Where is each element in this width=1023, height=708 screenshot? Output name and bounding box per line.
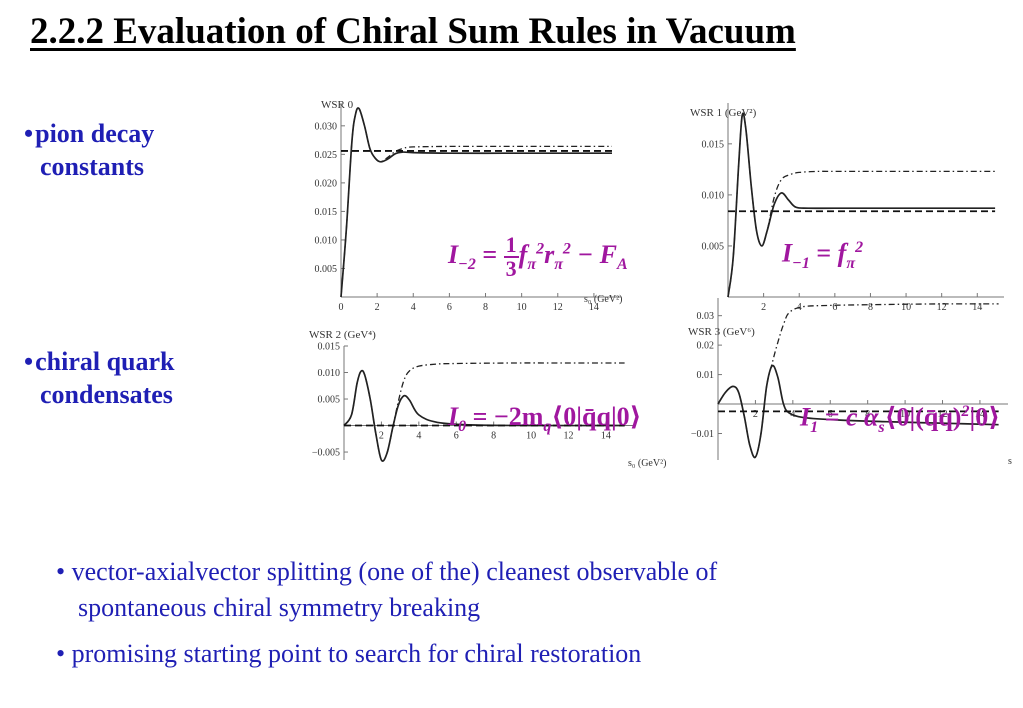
x-tick-label: 2 [379,431,384,442]
x-tick-label: 2 [375,302,380,313]
y-tick-label: 0.02 [697,341,715,352]
bullet-chiral-quark-condensates: •chiral quark condensates [24,345,175,411]
x-tick-label: 10 [517,302,527,313]
x-tick-label: 4 [411,302,416,313]
y-tick-label: 0.015 [702,139,725,150]
y-tick-label: 0.005 [315,264,338,275]
formula-wsr1: I−1 = fπ2 [782,238,864,272]
chart-title: WSR 2 (GeV⁴) [309,329,376,341]
x-tick-label: 8 [865,409,870,420]
chart-title: WSR 1 (GeV²) [690,107,757,119]
y-tick-label: −0.01 [691,429,714,440]
y-tick-label: 0.03 [697,311,715,322]
y-tick-label: 0.030 [315,121,338,132]
note-splitting-line2: spontaneous chiral symmetry breaking [78,593,481,622]
x-tick-label: 6 [447,302,452,313]
bullet-pion-line2: constants [40,152,145,181]
x-tick-label: 8 [483,302,488,313]
chart-title: WSR 0 [321,99,354,111]
x-tick-label: 8 [491,431,496,442]
x-tick-label: 6 [828,409,833,420]
x-tick-label: 8 [868,302,873,313]
formula-wsr0: I−2 = 1 3 fπ2rπ2 − FA [448,232,628,281]
bottom-plots-panel [292,314,1016,526]
wsr0-chart: WSR 0 0 2 4 6 8 10 12 14 0.005 0.010 0.015 0.020 0.02… [315,99,623,313]
top-plots-panel [296,90,1012,318]
y-tick-label: 0.025 [315,150,338,161]
series-line-dashdot [727,112,996,298]
x-tick-label: 2 [753,409,758,420]
bullet-dot: • [56,639,66,668]
x-tick-label: 12 [564,431,574,442]
y-tick-label: 0.010 [315,235,338,246]
x-tick-label: 14 [601,431,611,442]
note-splitting-line1: vector-axialvector splitting (one of the… [71,557,718,586]
x-tick-label: 2 [761,302,766,313]
note-restoration-text: promising starting point to search for c… [71,639,642,668]
y-tick-label: 0.005 [318,395,341,406]
slide-title: 2.2.2 Evaluation of Chiral Sum Rules in … [30,11,796,52]
bullet-dot: • [24,119,34,148]
note-chiral-restoration: • promising starting point to search for… [56,636,641,672]
bullet-dot: • [24,347,34,376]
x-tick-label: 12 [553,302,563,313]
series-line-dashdot [343,362,625,462]
x-tick-label: 10 [526,431,536,442]
wsr2-chart: WSR 2 (GeV⁴) 2 4 6 8 10 12 14 −0.005 0.005 0.010 0.… [309,329,666,469]
y-tick-label: 0.015 [315,207,338,218]
bullet-pion-decay-constants: •pion decay constants [24,117,154,183]
series-line-solid [727,112,996,298]
bullet-pion-line1: pion decay [35,119,155,148]
y-tick-label: 0.01 [697,370,715,381]
bullet-condensate-line2: condensates [40,380,173,409]
chart-title: WSR 3 (GeV⁶) [688,326,755,338]
x-axis-label: s₀ (GeV²) [628,458,666,469]
formula-wsr3: I1 = c αs⟨0|(q̄q)2|0⟩ [800,402,1001,436]
y-tick-label: 0.005 [702,241,725,252]
x-tick-label: 10 [901,302,911,313]
x-tick-label: 12 [937,302,947,313]
formula-wsr2: I0 = −2mq⟨0|q̄q|0⟩ [448,402,642,436]
y-tick-label: −0.005 [312,448,340,459]
wsr3-chart: WSR 3 (GeV⁶)2 4 6 8 10 12 14−0.010.010.020.03s [688,298,1012,467]
x-tick-label: 4 [416,431,421,442]
x-tick-label: 14 [975,409,985,420]
x-tick-label: 6 [832,302,837,313]
y-tick-label: 0.015 [318,342,341,353]
x-tick-label: 12 [938,409,948,420]
bullet-condensate-line1: chiral quark [35,347,175,376]
y-tick-label: 0.010 [318,368,341,379]
x-tick-label: 10 [900,409,910,420]
x-axis-label: s [1008,456,1012,467]
series-line-solid [340,107,612,298]
x-tick-label: 0 [339,302,344,313]
x-tick-label: 6 [454,431,459,442]
x-tick-label: 14 [972,302,982,313]
series-line-dashdot [717,303,999,459]
note-vector-axialvector-splitting: • vector-axialvector splitting (one of t… [56,554,717,626]
y-tick-label: 0.020 [315,178,338,189]
x-axis-label: s₀ (GeV²) [584,294,622,305]
bullet-dot: • [56,557,66,586]
y-tick-label: 0.010 [702,190,725,201]
x-tick-label: 14 [589,302,599,313]
